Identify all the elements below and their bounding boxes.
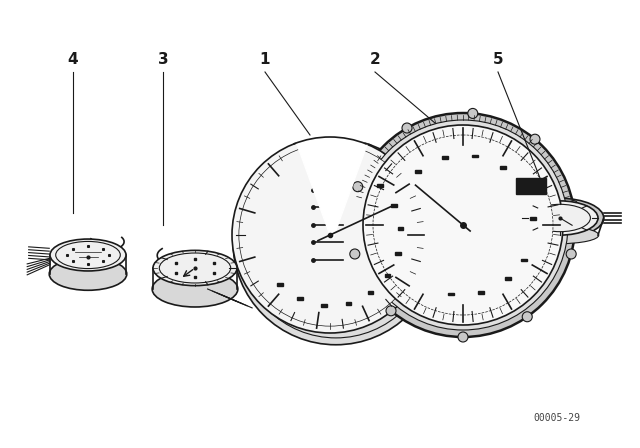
Circle shape (363, 125, 563, 325)
Bar (385, 274, 390, 277)
Ellipse shape (522, 201, 598, 235)
Bar (500, 166, 506, 169)
Circle shape (239, 144, 421, 326)
Bar (520, 189, 527, 191)
Bar (397, 228, 403, 230)
Circle shape (458, 332, 468, 342)
Bar (377, 184, 383, 186)
Bar (368, 291, 373, 294)
Bar (321, 304, 326, 307)
Bar (415, 170, 421, 173)
Ellipse shape (49, 258, 127, 290)
Text: 00005-29: 00005-29 (533, 413, 580, 423)
Text: 1: 1 (260, 52, 270, 68)
Circle shape (373, 135, 553, 315)
Bar (505, 277, 511, 280)
Bar (472, 155, 478, 157)
Circle shape (522, 312, 532, 322)
Circle shape (402, 123, 412, 133)
Circle shape (350, 249, 360, 259)
Ellipse shape (516, 198, 604, 238)
Bar (396, 252, 401, 255)
Circle shape (358, 120, 568, 330)
Ellipse shape (152, 271, 238, 307)
Bar (391, 204, 397, 207)
Bar (277, 284, 283, 286)
Circle shape (468, 108, 478, 118)
Text: 5: 5 (493, 52, 503, 68)
Bar (346, 302, 351, 305)
Bar (530, 217, 536, 220)
Circle shape (386, 306, 396, 316)
Bar (442, 156, 448, 159)
Text: 2: 2 (370, 52, 380, 68)
Circle shape (351, 113, 575, 337)
Bar (516, 178, 545, 194)
Wedge shape (298, 134, 369, 238)
Bar (448, 293, 454, 295)
Bar (298, 297, 303, 301)
Ellipse shape (159, 253, 230, 283)
Ellipse shape (530, 204, 590, 232)
Ellipse shape (153, 250, 237, 286)
Circle shape (353, 182, 363, 192)
Ellipse shape (50, 239, 126, 271)
Circle shape (568, 201, 579, 211)
Circle shape (566, 249, 576, 259)
Circle shape (232, 137, 428, 333)
Ellipse shape (56, 241, 120, 268)
Circle shape (240, 146, 432, 338)
Text: 3: 3 (157, 52, 168, 68)
Wedge shape (296, 136, 364, 235)
Circle shape (530, 134, 540, 144)
Bar (520, 258, 527, 261)
Circle shape (233, 139, 439, 345)
Bar (478, 291, 484, 294)
Text: 4: 4 (68, 52, 78, 68)
Ellipse shape (521, 227, 599, 244)
